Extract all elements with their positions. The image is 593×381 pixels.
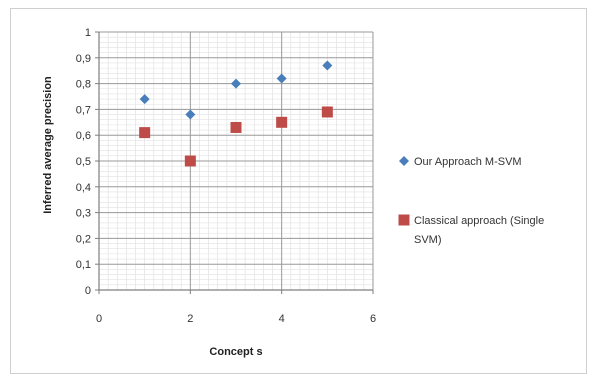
data-point-series-1: [276, 73, 287, 84]
y-tick-label: 0,7: [76, 104, 91, 116]
data-point-series-2: [276, 116, 288, 128]
x-tick-label: 6: [370, 313, 376, 325]
x-axis-title: Concept s: [209, 346, 262, 358]
y-tick-label: 0,3: [76, 208, 91, 220]
x-tick-label: 2: [187, 313, 193, 325]
data-point-series-2: [139, 127, 151, 139]
y-axis-title: Inferred average precision: [42, 76, 54, 214]
y-tick-label: 1: [85, 27, 91, 39]
x-tick-label: 4: [279, 313, 285, 325]
grid-layer: [98, 31, 374, 291]
legend: Our Approach M-SVM Classical approach (Si…: [398, 156, 544, 246]
data-point-series-1: [185, 109, 196, 120]
ticks-layer: 0 0,1 0,2 0,3 0,4 0,5 0,6 0,7 0,8 0,9 1 0 2 4 6: [76, 27, 376, 325]
y-tick-label: 0,4: [76, 182, 91, 194]
y-tick-label: 0,1: [76, 259, 91, 271]
data-point-series-2: [184, 155, 196, 167]
y-tick-label: 0: [85, 285, 91, 297]
marks-layer: [139, 60, 333, 167]
legend-marker-series-1: [399, 156, 409, 166]
y-tick-label: 0,8: [76, 79, 91, 91]
data-point-series-1: [322, 60, 333, 71]
legend-label-series-2: Classical approach (Single SVM): [414, 215, 544, 246]
y-tick-label: 0,6: [76, 130, 91, 142]
legend-marker-series-2: [398, 214, 410, 226]
legend-label-series-1: Our Approach M-SVM: [414, 156, 522, 168]
y-tick-label: 0,9: [76, 53, 91, 65]
x-tick-label: 0: [96, 313, 102, 325]
y-tick-label: 0,2: [76, 233, 91, 245]
data-point-series-1: [139, 94, 150, 105]
chart-frame: 0 0,1 0,2 0,3 0,4 0,5 0,6 0,7 0,8 0,9 1 0 2 4 6 Inferr…: [10, 8, 587, 374]
data-point-series-1: [231, 78, 241, 89]
y-tick-label: 0,5: [76, 156, 91, 168]
chart-svg: 0 0,1 0,2 0,3 0,4 0,5 0,6 0,7 0,8 0,9 1 0 2 4 6 Inferr…: [42, 27, 544, 358]
data-point-series-2: [321, 106, 333, 118]
data-point-series-2: [230, 121, 242, 133]
